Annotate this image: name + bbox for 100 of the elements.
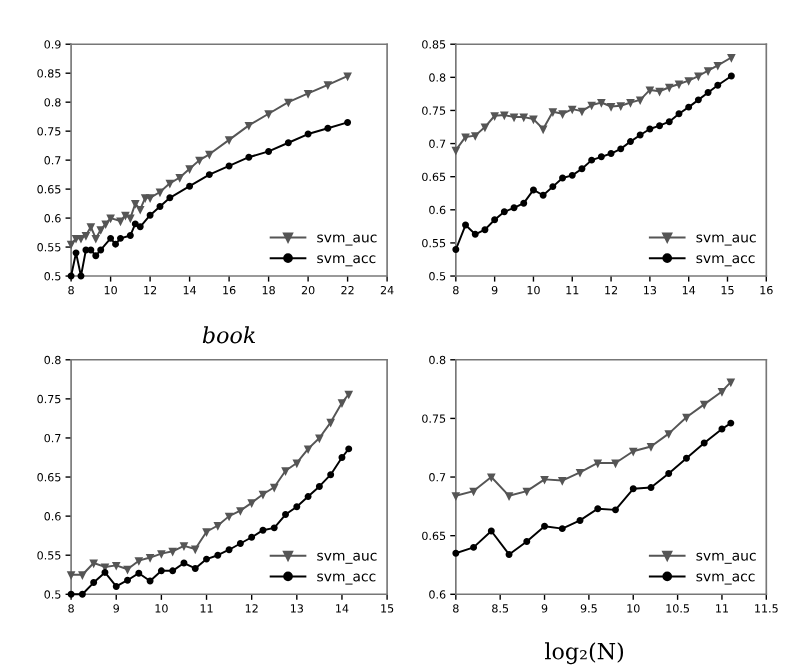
point [636,131,644,139]
point [617,145,625,153]
point [90,559,98,567]
point [539,125,547,133]
point [107,214,115,222]
point [646,86,654,94]
point [136,223,144,231]
point [510,204,518,212]
text: log₂(N) [545,642,624,665]
point [558,525,566,533]
point [67,240,75,248]
point [146,577,154,585]
point [704,67,712,75]
point [324,81,332,89]
point [191,565,199,572]
point [180,559,188,567]
point [576,516,584,524]
point [594,505,602,513]
point [487,473,495,481]
point [126,232,134,239]
point [157,550,165,558]
point [714,81,722,89]
point [205,171,213,179]
point [265,110,273,118]
point [487,527,495,535]
point [97,246,105,254]
point [344,72,352,80]
point [196,156,203,164]
point [101,568,109,576]
point [97,226,105,234]
point [225,162,233,170]
point [505,492,513,500]
point [665,118,673,126]
point [470,543,478,551]
point [72,249,80,257]
point [470,487,478,495]
point [685,103,693,111]
point [481,226,489,234]
point [505,550,513,558]
point [529,186,537,194]
point [146,194,154,202]
point [203,528,210,536]
point [284,139,292,147]
point [338,399,346,407]
point [727,419,735,427]
point [617,102,625,110]
point [236,507,244,515]
point [112,583,120,590]
point [685,77,693,85]
point [491,112,499,120]
point [704,89,712,97]
point [523,487,531,495]
point [491,216,499,224]
point [87,223,95,231]
point [135,569,143,577]
point [529,115,537,123]
point [157,567,165,575]
point [293,459,301,467]
point [214,551,222,559]
point [627,138,634,146]
point [568,171,576,179]
point [665,470,673,477]
point [520,199,528,207]
point [156,203,164,210]
point [259,526,267,534]
point [248,499,256,507]
point [500,111,508,119]
point [549,108,557,116]
point [675,110,683,118]
point [597,153,605,161]
point [166,194,174,202]
point [523,538,531,545]
point [78,590,86,598]
point [700,439,708,447]
point [558,477,566,485]
point [588,101,596,109]
point [146,211,154,219]
point [636,96,644,104]
point [559,174,567,182]
point [225,546,233,554]
point [327,471,335,479]
point [646,125,654,133]
point [131,220,139,228]
point [156,188,164,196]
point [67,571,75,579]
point [578,165,586,173]
point [186,165,194,173]
point [718,425,726,433]
point [236,540,244,547]
point [549,183,557,191]
point [612,459,619,467]
point [180,542,188,550]
point [452,549,460,557]
point [124,576,131,584]
point [520,113,528,121]
point [324,124,332,132]
point [607,150,615,157]
point [117,217,124,225]
point [282,467,289,475]
point [141,194,149,202]
